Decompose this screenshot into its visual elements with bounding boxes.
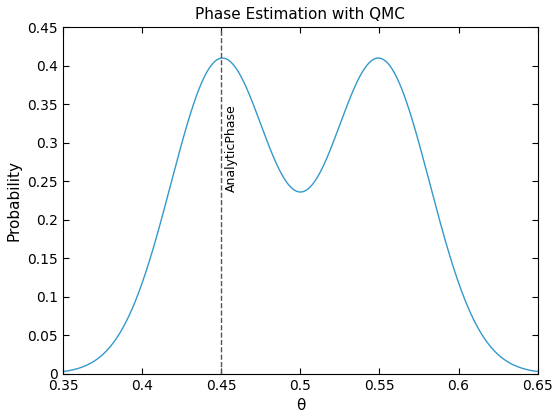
Y-axis label: Probability: Probability [7, 160, 22, 241]
Title: Phase Estimation with QMC: Phase Estimation with QMC [195, 7, 405, 22]
Text: AnalyticPhase: AnalyticPhase [225, 104, 237, 192]
X-axis label: θ: θ [296, 398, 305, 413]
